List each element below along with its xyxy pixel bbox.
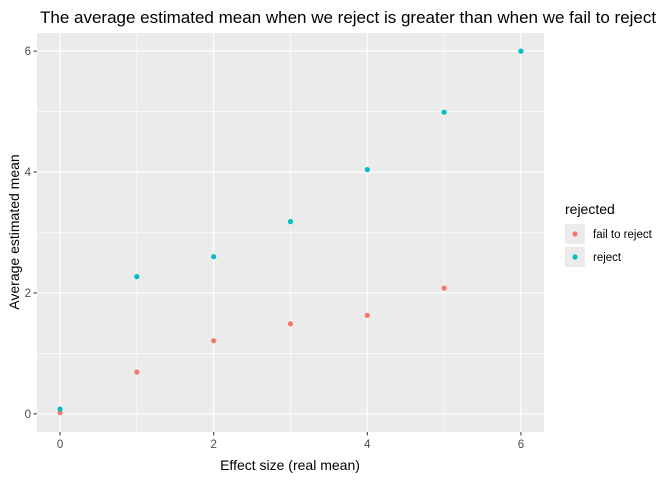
- y-axis-label: Average estimated mean: [6, 154, 22, 309]
- x-tick-label: 2: [210, 439, 216, 451]
- point-reject: [134, 274, 140, 280]
- minor-gridlines: [37, 33, 544, 432]
- legend-key-fail-to-reject: [572, 231, 578, 237]
- major-gridlines: [37, 33, 544, 432]
- x-tick-label: 6: [518, 439, 524, 451]
- legend-key-reject: [572, 254, 578, 260]
- legend-title: rejected: [565, 201, 615, 217]
- point-fail-to-reject: [57, 410, 63, 416]
- x-tick-label: 4: [364, 439, 371, 451]
- legend-label-fail-to-reject: fail to reject: [593, 229, 653, 241]
- y-tick-label: 2: [25, 288, 31, 300]
- point-reject: [57, 406, 63, 412]
- point-fail-to-reject: [364, 312, 370, 318]
- point-reject: [518, 48, 524, 54]
- y-tick-label: 4: [25, 167, 32, 179]
- point-fail-to-reject: [441, 285, 447, 291]
- point-reject: [287, 219, 294, 225]
- legend-label-reject: reject: [593, 252, 622, 264]
- axis-ticks: 0 2 4 6 0 2 4 6: [25, 46, 525, 451]
- x-tick-label: 0: [57, 439, 63, 451]
- point-fail-to-reject: [134, 369, 140, 375]
- chart-title: The average estimated mean when we rejec…: [40, 8, 656, 27]
- legend: rejected fail to reject reject: [565, 201, 653, 267]
- point-fail-to-reject: [287, 321, 294, 327]
- data-points: [57, 48, 524, 416]
- x-axis-label: Effect size (real mean): [220, 457, 360, 473]
- point-reject: [211, 254, 217, 260]
- point-reject: [441, 109, 447, 115]
- point-fail-to-reject: [211, 338, 217, 344]
- point-reject: [364, 167, 370, 173]
- y-tick-label: 0: [25, 409, 31, 421]
- y-tick-label: 6: [25, 46, 31, 58]
